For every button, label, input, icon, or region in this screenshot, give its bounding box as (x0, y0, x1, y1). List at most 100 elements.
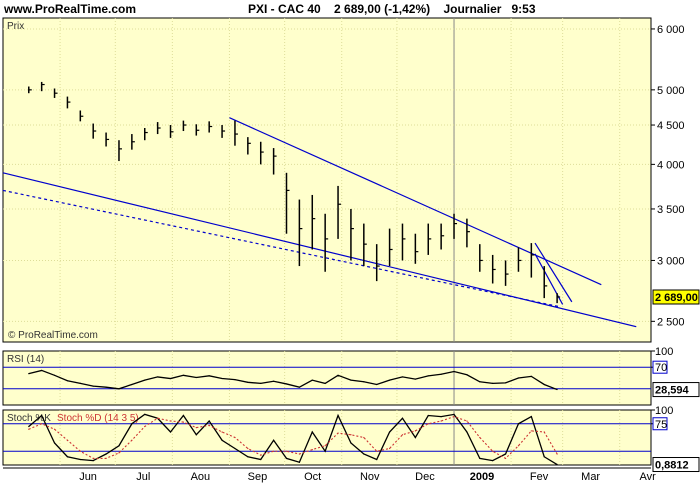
stoch-point (556, 463, 558, 466)
rsi-point (350, 379, 352, 381)
stoch-point (337, 414, 339, 417)
stoch-last-label: 0,8812 (655, 460, 689, 472)
stoch-point (492, 450, 494, 452)
price-panel-title: Prix (7, 21, 24, 32)
rsi-point (53, 374, 56, 376)
stoch-point (453, 416, 455, 418)
rsi-point (144, 379, 146, 381)
stoch-point (427, 423, 429, 425)
stoch-point (466, 431, 468, 433)
stoch-point (41, 423, 43, 425)
rsi-point (376, 383, 378, 386)
stoch-point (79, 450, 81, 452)
rsi-point (401, 376, 404, 378)
stoch-y-tick-label: 75 (655, 419, 667, 431)
rsi-point (479, 381, 481, 383)
stoch-point (169, 420, 172, 422)
rsi-point (195, 376, 197, 379)
period-label: Journalier (443, 2, 502, 16)
stoch-point (131, 439, 133, 441)
panel-0 (2, 17, 652, 343)
stoch-point (492, 460, 494, 462)
stoch-point (195, 434, 197, 436)
stoch-point (53, 442, 56, 444)
y-tick-label: 3 500 (657, 204, 685, 216)
stoch-point (517, 423, 520, 425)
x-tick-label: 2009 (470, 471, 494, 483)
stoch-point (144, 413, 146, 415)
stoch-point (118, 445, 120, 447)
stoch-point (28, 425, 30, 428)
last-price: 2 689,00 (334, 2, 381, 16)
stoch-point (401, 417, 404, 419)
stoch-point (427, 414, 429, 417)
stoch-point (157, 417, 159, 419)
rsi-point (363, 381, 365, 383)
stoch-point (41, 414, 43, 417)
trendline-upper-resistance (229, 117, 602, 286)
stoch-series-line (28, 416, 558, 460)
trendline-wedge-upper (534, 242, 573, 303)
rsi-point (273, 380, 275, 382)
stoch-point (376, 458, 378, 461)
stoch-point (414, 436, 416, 439)
x-tick-label: Jul (136, 471, 150, 483)
stoch-point (234, 447, 236, 450)
stoch-point (517, 445, 520, 447)
rsi-point (285, 383, 288, 385)
stoch-point (105, 457, 107, 459)
x-tick-label: Jun (79, 471, 97, 483)
y-tick-label: 4 500 (657, 120, 685, 132)
stoch-point (311, 449, 313, 451)
rsi-point (453, 370, 455, 373)
panel-2 (2, 409, 652, 466)
stoch-point (530, 430, 532, 432)
rsi-point (324, 382, 326, 384)
stoch-point (247, 456, 249, 458)
y-tick-label: 6 000 (657, 24, 685, 36)
stoch-point (363, 436, 365, 439)
rsi-point (66, 380, 69, 382)
stoch-point (273, 450, 275, 452)
stoch-point (221, 439, 223, 441)
rsi-point (208, 375, 210, 377)
rsi-point (221, 377, 223, 380)
rsi-point (79, 382, 81, 384)
rsi-point (41, 369, 43, 372)
stoch-point (144, 425, 146, 428)
stoch-point (337, 432, 339, 434)
x-tick-label: Nov (360, 471, 380, 483)
watermark: © ProRealTime.com (8, 330, 98, 341)
x-tick-label: Dec (415, 471, 435, 483)
last-price-label: 2 689,00 (655, 292, 698, 304)
stoch-point (195, 427, 197, 429)
chart-header: www.ProRealTime.com PXI - CAC 40 2 689,0… (0, 0, 700, 18)
stoch-point (530, 416, 532, 418)
rsi-series-line (28, 369, 558, 391)
rsi-point (543, 383, 545, 386)
stoch-point (92, 460, 94, 462)
stoch-k-legend: Stoch %K (7, 413, 51, 424)
stoch-point (66, 439, 69, 441)
stoch-point (311, 431, 313, 433)
x-tick-label: Mar (581, 471, 600, 483)
rsi-point (311, 379, 313, 381)
stoch-point (66, 456, 69, 458)
stoch-point (285, 457, 288, 459)
rsi-point (247, 381, 249, 383)
stoch-d-legend: Stoch %D (14 3 5) (57, 413, 139, 424)
rsi-point (92, 385, 94, 387)
rsi-point (260, 382, 262, 384)
rsi-point (157, 376, 159, 378)
quote-time: 9:53 (511, 2, 536, 16)
rsi-point (427, 375, 429, 377)
stoch-point (504, 457, 507, 459)
rsi-point (388, 379, 391, 381)
rsi-last-box (652, 382, 700, 398)
x-tick-label: Sep (248, 471, 268, 483)
site-name[interactable]: www.ProRealTime.com (4, 2, 137, 16)
stoch-y-tick-label: 100 (655, 405, 673, 417)
stoch-point (414, 430, 416, 432)
quote-line: PXI - CAC 40 2 689,00 (-1,42%) Journalie… (248, 2, 536, 16)
